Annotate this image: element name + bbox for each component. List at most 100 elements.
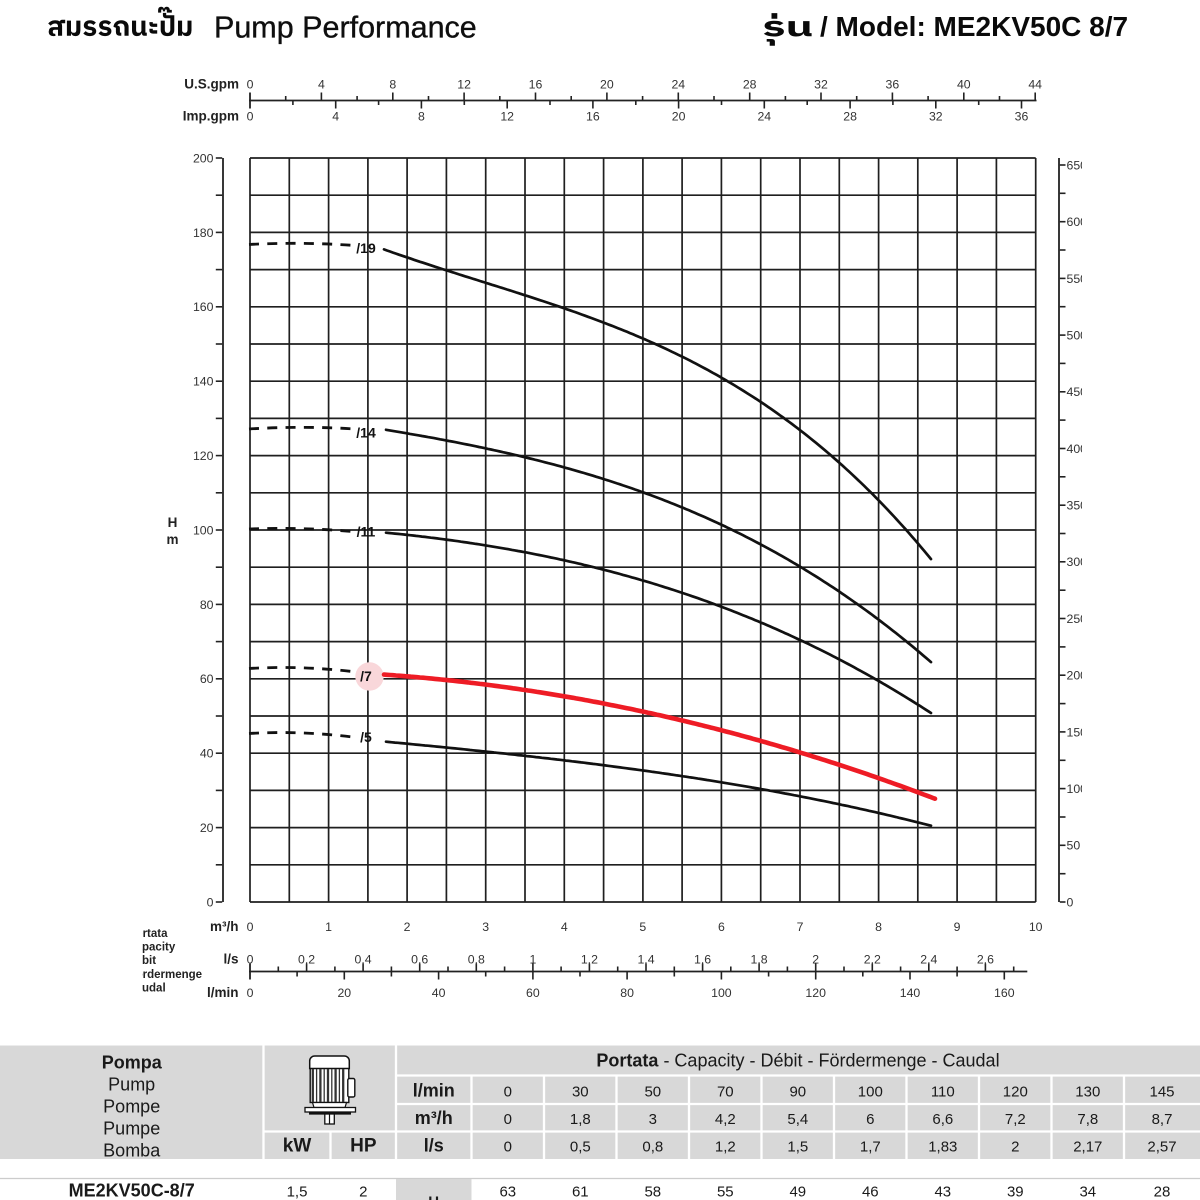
svg-text:300: 300 [1067,555,1088,569]
svg-text:7,8: 7,8 [1077,1111,1098,1128]
svg-text:24: 24 [757,109,771,123]
svg-text:Pompa: Pompa [102,1052,163,1072]
svg-text:1,2: 1,2 [581,952,598,966]
svg-text:43: 43 [934,1184,951,1200]
svg-text:8,7: 8,7 [1152,1111,1173,1128]
svg-text:350: 350 [1067,499,1088,513]
svg-text:28: 28 [743,77,757,91]
svg-text:2,57: 2,57 [1147,1139,1176,1156]
svg-text:400: 400 [1067,442,1088,456]
svg-text:7,2: 7,2 [1005,1111,1026,1128]
svg-text:0: 0 [247,920,254,934]
svg-text:3: 3 [649,1111,657,1128]
svg-text:60: 60 [526,986,540,1000]
svg-text:50: 50 [644,1084,661,1101]
svg-text:1,83: 1,83 [928,1139,957,1156]
svg-text:1,5: 1,5 [287,1184,308,1200]
svg-text:100: 100 [711,986,732,1000]
svg-text:130: 130 [1075,1084,1100,1101]
svg-text:180: 180 [193,226,214,240]
svg-text:140: 140 [193,375,214,389]
svg-text:8: 8 [418,109,425,123]
svg-text:5,4: 5,4 [787,1111,808,1128]
svg-text:110: 110 [931,1084,955,1101]
svg-text:32: 32 [929,109,943,123]
svg-text:2,2: 2,2 [864,952,881,966]
svg-text:0: 0 [247,77,254,91]
svg-text:0,2: 0,2 [298,952,315,966]
svg-text:36: 36 [1015,109,1029,123]
svg-text:1,2: 1,2 [715,1139,736,1156]
svg-text:1: 1 [529,952,536,966]
svg-text:Débit: Débit [127,955,156,967]
svg-text:58: 58 [644,1184,661,1200]
svg-text:200: 200 [193,151,214,165]
svg-text:120: 120 [805,986,826,1000]
svg-text:28: 28 [843,109,857,123]
svg-text:8: 8 [389,77,396,91]
svg-text:1,8: 1,8 [570,1111,591,1128]
svg-text:l/min: l/min [413,1081,455,1101]
svg-text:0: 0 [207,895,214,909]
svg-text:0: 0 [247,952,254,966]
svg-text:40: 40 [200,747,214,761]
svg-text:2: 2 [359,1184,367,1200]
svg-text:4: 4 [561,920,568,934]
svg-text:46: 46 [862,1184,879,1200]
svg-text:0,5: 0,5 [570,1139,591,1156]
svg-text:2,17: 2,17 [1073,1139,1102,1156]
svg-text:/ Model: ME2KV50C 8/7: / Model: ME2KV50C 8/7 [820,11,1128,42]
svg-text:m: m [166,532,178,547]
svg-text:12: 12 [500,109,514,123]
svg-text:Fördermenge: Fördermenge [129,969,203,981]
svg-text:200: 200 [1067,669,1088,683]
svg-text:40: 40 [957,77,971,91]
svg-text:/5: /5 [360,729,372,745]
svg-text:32: 32 [814,77,828,91]
svg-text:1,8: 1,8 [751,952,768,966]
svg-text:80: 80 [620,986,634,1000]
svg-text:3: 3 [482,920,489,934]
svg-text:0,6: 0,6 [411,952,428,966]
svg-text:500: 500 [1067,329,1088,343]
svg-text:0: 0 [504,1139,512,1156]
svg-text:m³/h: m³/h [415,1108,453,1128]
svg-text:1,4: 1,4 [637,952,654,966]
svg-text:4: 4 [318,77,325,91]
svg-text:H: H [168,515,178,530]
svg-text:10: 10 [1029,920,1043,934]
svg-text:Pompe: Pompe [103,1096,160,1116]
svg-text:9: 9 [954,920,961,934]
svg-text:Pump: Pump [108,1074,155,1094]
svg-text:Portata - Capacity - Débit - F: Portata - Capacity - Débit - Fördermenge… [596,1051,999,1071]
svg-text:100: 100 [1067,782,1088,796]
svg-text:600: 600 [1067,215,1088,229]
svg-text:0: 0 [1067,895,1074,909]
svg-text:49: 49 [789,1184,806,1200]
svg-text:20: 20 [200,821,214,835]
svg-text:140: 140 [900,986,921,1000]
svg-text:40: 40 [432,986,446,1000]
svg-text:150: 150 [1067,725,1088,739]
svg-text:kW: kW [283,1136,312,1157]
svg-text:8: 8 [875,920,882,934]
svg-text:550: 550 [1067,272,1088,286]
svg-text:Caudal: Caudal [127,982,165,994]
svg-text:0: 0 [504,1111,512,1128]
svg-text:4,2: 4,2 [715,1111,736,1128]
svg-text:12: 12 [457,77,471,91]
svg-text:/11: /11 [357,524,376,540]
svg-text:6,6: 6,6 [932,1111,953,1128]
svg-text:0: 0 [247,986,254,1000]
svg-text:m³/h: m³/h [210,919,239,934]
svg-text:36: 36 [886,77,900,91]
svg-text:450: 450 [1067,385,1088,399]
svg-text:50: 50 [1067,839,1081,853]
svg-text:HP: HP [350,1136,377,1157]
svg-text:H: H [428,1194,439,1200]
svg-text:70: 70 [717,1084,734,1101]
svg-text:Bomba: Bomba [103,1140,161,1160]
svg-text:2,6: 2,6 [977,952,994,966]
svg-text:28: 28 [1154,1184,1171,1200]
svg-text:160: 160 [193,300,214,314]
